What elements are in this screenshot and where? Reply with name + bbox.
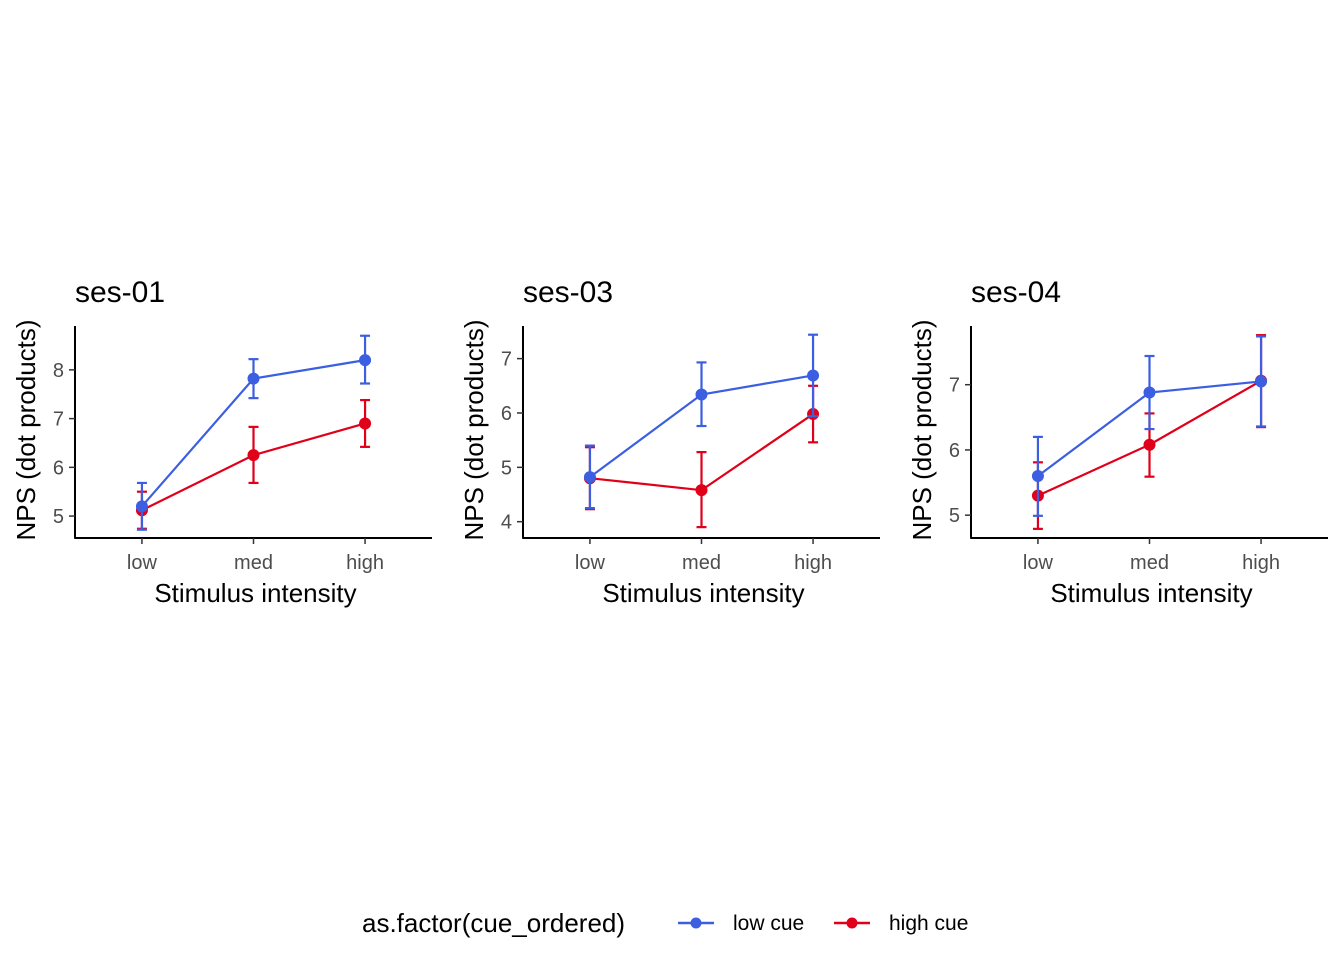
panel-title: ses-03 [523,276,613,309]
series-high-cue [135,398,372,530]
y-tick-label: 4 [501,512,512,534]
y-tick-label: 5 [501,457,512,479]
x-axis-title: Stimulus intensity [1050,578,1252,608]
data-point [695,388,708,401]
panel-title: ses-04 [971,276,1061,309]
chart-panels: ses-01 5 6 7 8 low med high Stimulus intensity NP… [11,276,1328,608]
y-tick-label: 5 [949,505,960,527]
x-tick-label-low: low [575,552,606,574]
data-point [1031,470,1044,483]
panel-ses-03: ses-03 4 5 6 7 low med high Stimulus intensity NP… [459,276,880,608]
series-low-cue [1031,335,1268,517]
legend-key-point [690,917,702,929]
y-tick-label: 6 [53,457,64,479]
x-tick-label-med: med [234,552,273,574]
panel-ses-01: ses-01 5 6 7 8 low med high Stimulus intensity NP… [11,276,432,608]
data-point [1255,375,1268,388]
data-point [807,369,820,382]
y-tick-label: 7 [53,409,64,431]
y-tick-label: 5 [53,506,64,528]
x-tick-label-med: med [682,552,721,574]
legend: as.factor(cue_ordered) low cue high cue [362,908,968,938]
x-tick-label-low: low [127,552,158,574]
series-low-cue [135,334,372,531]
data-point [1143,386,1156,399]
y-tick-label: 7 [949,375,960,397]
legend-title: as.factor(cue_ordered) [362,908,625,938]
panel-ses-04: ses-04 5 6 7 low med high Stimulus intensity NPS… [907,276,1328,608]
data-point [1143,438,1156,451]
x-tick-label-high: high [346,552,384,574]
legend-label-low-cue: low cue [733,912,804,935]
data-point [695,484,708,497]
data-point [359,417,372,430]
y-axis-title: NPS (dot products) [459,319,489,540]
legend-label-high-cue: high cue [889,912,968,935]
legend-key-point [846,917,858,929]
x-axis-title: Stimulus intensity [154,578,356,608]
x-tick-label-high: high [794,552,832,574]
x-axis-title: Stimulus intensity [602,578,804,608]
y-tick-label: 7 [501,349,512,371]
y-axis-title: NPS (dot products) [11,319,41,540]
y-tick-label: 6 [949,440,960,462]
legend-key-high-cue [834,917,870,929]
y-axis-title: NPS (dot products) [907,319,937,540]
y-tick-label: 8 [53,360,64,382]
y-tick-label: 6 [501,403,512,425]
panel-title: ses-01 [75,276,165,309]
data-point [247,449,260,462]
data-point [135,500,148,513]
data-point [359,354,372,367]
data-point [247,372,260,385]
series-low-cue [583,333,820,510]
legend-key-low-cue [678,917,714,929]
x-tick-label-med: med [1130,552,1169,574]
x-tick-label-low: low [1023,552,1054,574]
data-point [583,471,596,484]
x-tick-label-high: high [1242,552,1280,574]
